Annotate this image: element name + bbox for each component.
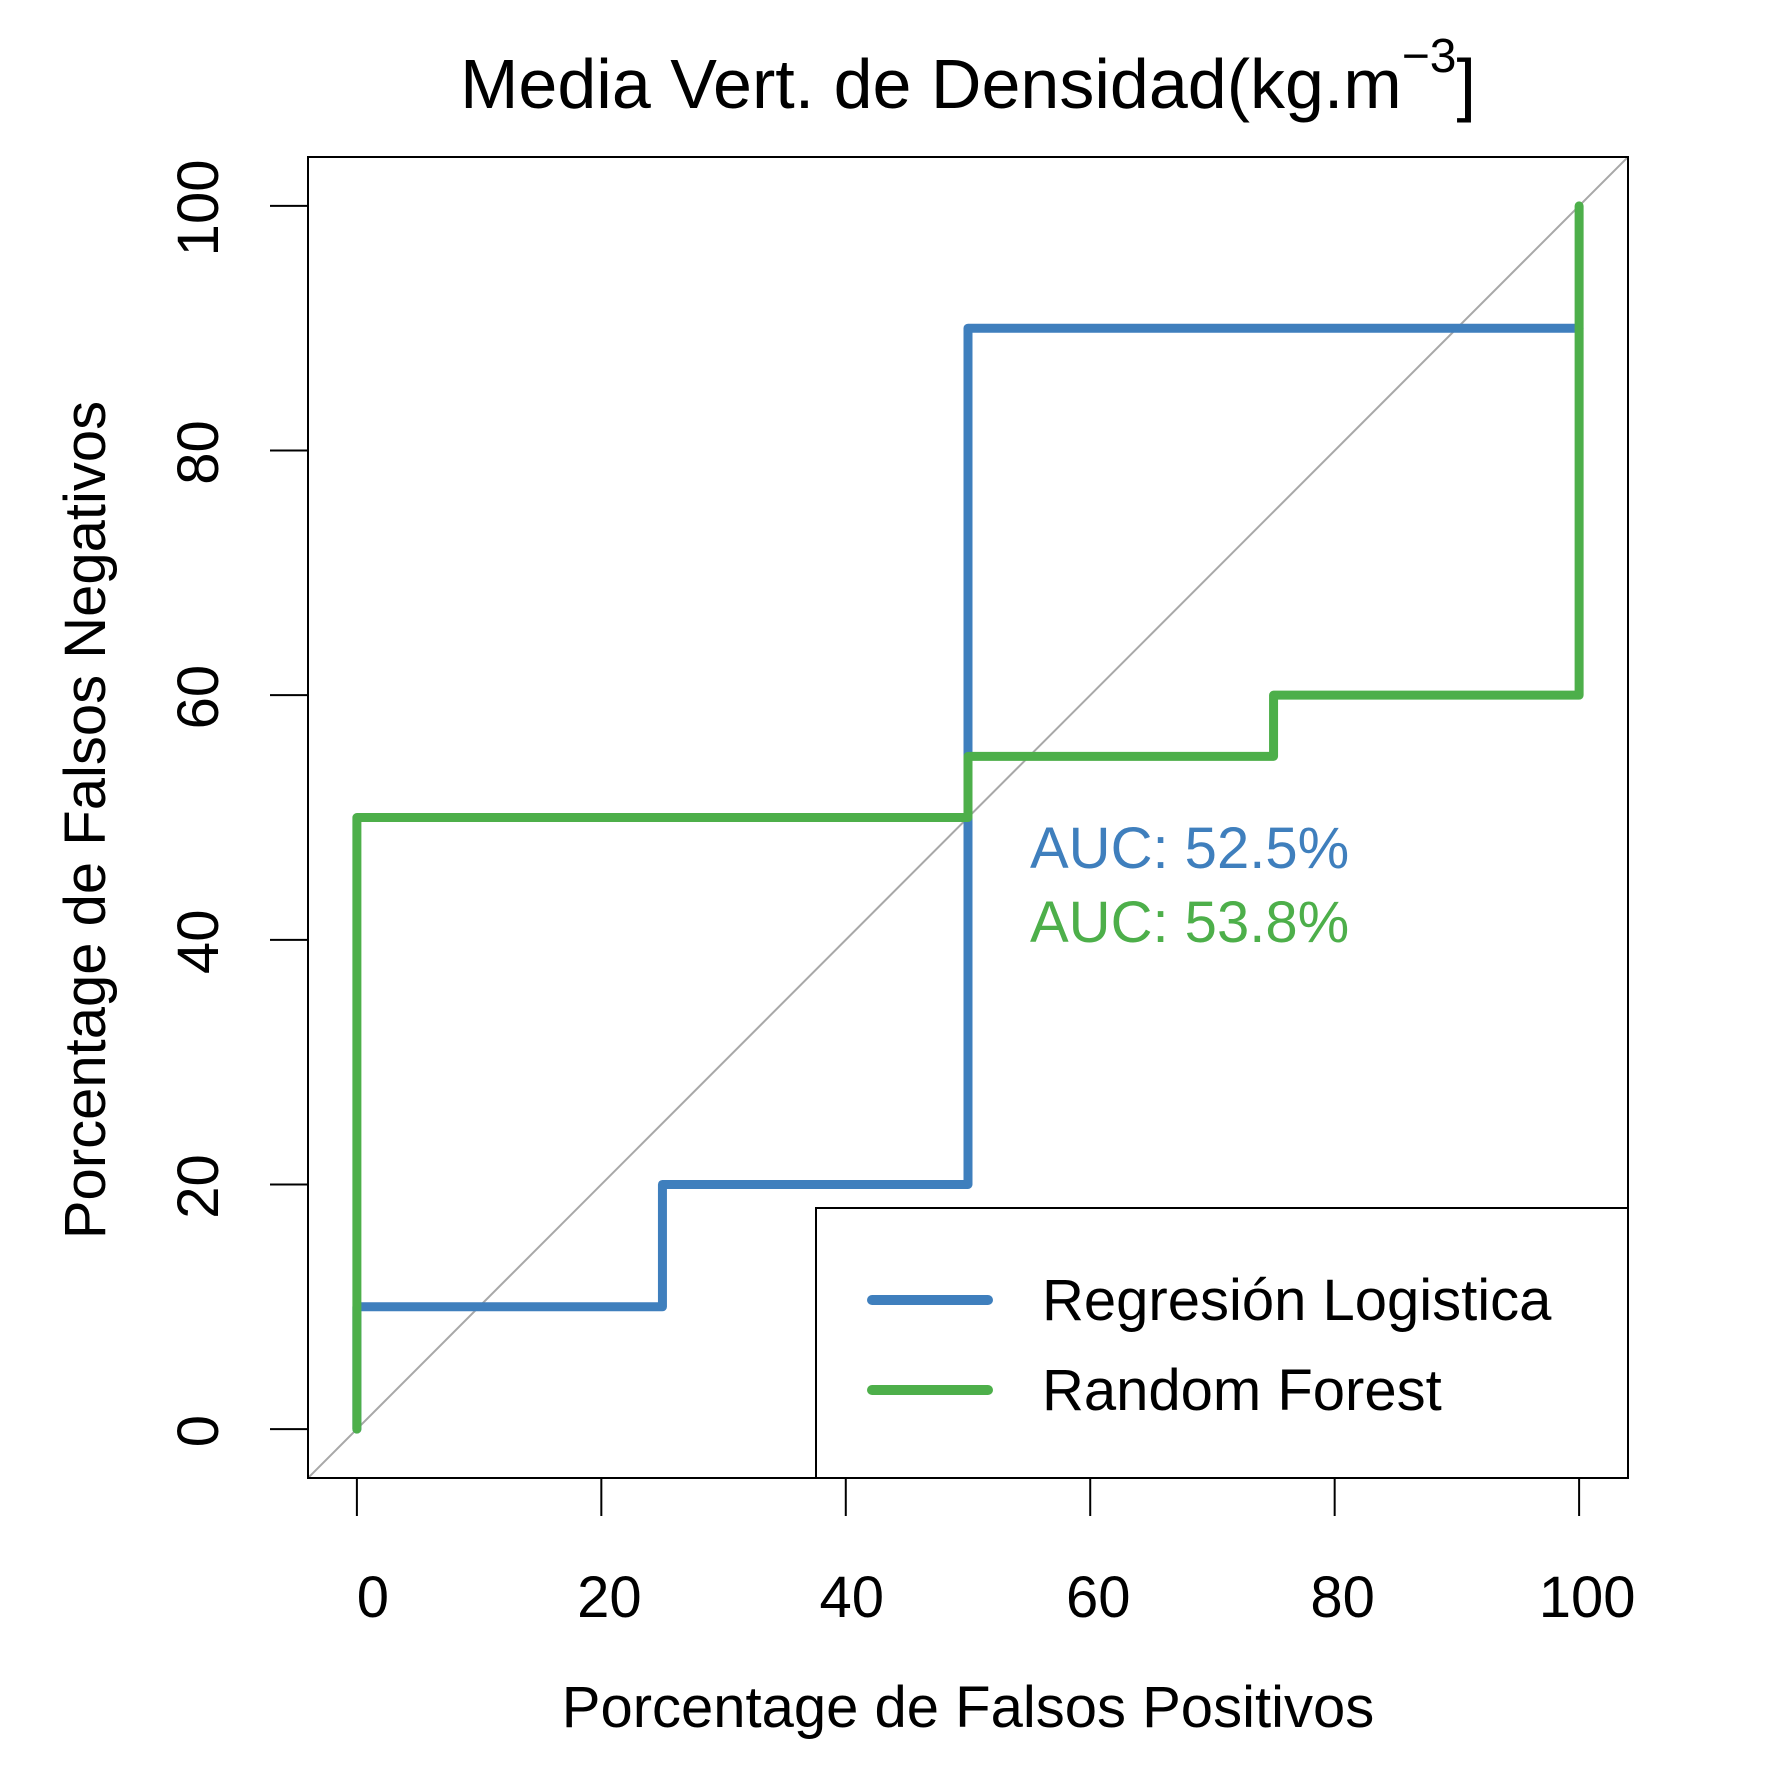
x-tick-label: 60 bbox=[1066, 1565, 1131, 1630]
axes: 0 20 40 60 80 100 0 20 40 60 80 100 bbox=[166, 156, 1636, 1630]
auc-annotation-1: AUC: 52.5% bbox=[1030, 816, 1349, 881]
y-tick-label: 100 bbox=[166, 160, 231, 257]
series-line-random-forest bbox=[352, 201, 1584, 1434]
y-tick-label: 40 bbox=[166, 910, 231, 975]
auc-annotations: AUC: 52.5% AUC: 53.8% bbox=[1030, 816, 1349, 955]
x-axis-label: Porcentage de Falsos Positivos bbox=[562, 1675, 1374, 1740]
chart-title-suffix: ] bbox=[1456, 45, 1475, 123]
y-tick-label: 0 bbox=[166, 1415, 231, 1447]
x-tick-label: 80 bbox=[1310, 1565, 1375, 1630]
x-tick-label: 40 bbox=[820, 1565, 885, 1630]
y-tick-label: 20 bbox=[166, 1154, 231, 1219]
y-axis-label: Porcentage de Falsos Negativos bbox=[53, 401, 118, 1239]
chart-title: Media Vert. de Densidad(kg.m−3] bbox=[460, 30, 1476, 123]
legend-label: Random Forest bbox=[1042, 1358, 1442, 1423]
y-tick-label: 80 bbox=[166, 420, 231, 485]
chart-title-superscript: −3 bbox=[1402, 30, 1457, 83]
legend: Regresión Logistica Random Forest bbox=[815, 1207, 1629, 1479]
auc-annotation-2: AUC: 53.8% bbox=[1030, 890, 1349, 955]
x-tick-label: 100 bbox=[1539, 1565, 1636, 1630]
y-tick-label: 60 bbox=[166, 665, 231, 730]
x-tick-label: 0 bbox=[357, 1565, 389, 1630]
plot-area bbox=[308, 157, 1628, 1478]
legend-label: Regresión Logistica bbox=[1042, 1268, 1552, 1333]
legend-box bbox=[815, 1207, 1629, 1479]
chart-title-main: Media Vert. de Densidad(kg.m bbox=[460, 45, 1402, 123]
x-tick-label: 20 bbox=[577, 1565, 642, 1630]
